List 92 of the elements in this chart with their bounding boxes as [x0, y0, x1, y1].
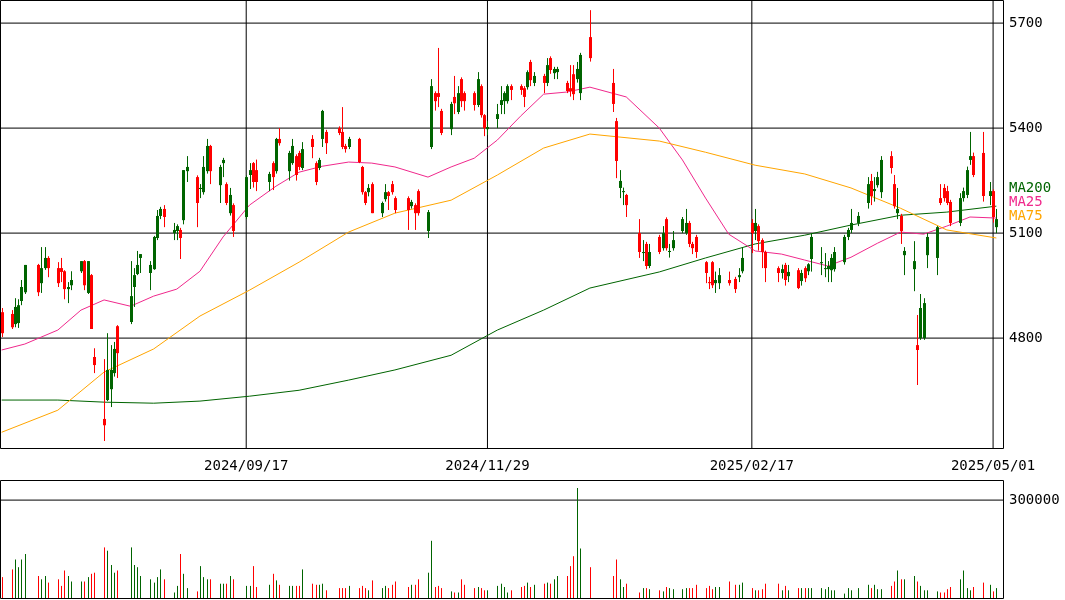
candlestick	[695, 234, 698, 259]
candlestick	[893, 174, 896, 210]
candlestick	[870, 173, 873, 206]
text: 300000	[1009, 491, 1060, 508]
candlestick	[810, 232, 813, 273]
candlestick	[252, 161, 255, 189]
candlestick	[40, 246, 43, 294]
candlestick	[529, 59, 532, 87]
candlestick	[714, 271, 717, 294]
line-series	[1, 133, 997, 433]
candlestick	[625, 193, 628, 218]
candlestick	[11, 309, 14, 330]
candlestick	[820, 246, 823, 276]
candlestick	[255, 159, 258, 192]
candlestick	[757, 223, 760, 252]
candlestick	[867, 176, 870, 210]
candlestick	[705, 260, 708, 284]
candlestick	[969, 131, 972, 166]
x-tick-label: 2025/02/17	[709, 457, 794, 473]
series-label: MA75	[1009, 207, 1043, 223]
line-series	[1, 86, 997, 351]
candlestick	[939, 183, 942, 206]
candlestick	[93, 347, 96, 374]
candlestick	[249, 162, 252, 190]
candlestick	[612, 68, 615, 113]
candlestick	[437, 47, 440, 108]
candlestick	[751, 218, 754, 254]
candlestick	[496, 103, 499, 129]
candlestick	[668, 243, 671, 259]
series-label: MA25	[1009, 193, 1043, 209]
candlestick	[503, 90, 506, 115]
y-tick-label: 4800	[1009, 329, 1043, 346]
candlestick	[427, 209, 430, 239]
candlestick	[824, 252, 827, 278]
candlestick	[890, 150, 893, 175]
candlestick	[658, 234, 661, 255]
y-tick-label: 5400	[1009, 119, 1043, 136]
candlestick	[903, 246, 906, 276]
candlestick	[638, 218, 641, 259]
candlestick	[685, 208, 688, 236]
x-tick-label: 2025/05/01	[950, 457, 1036, 473]
candlestick	[526, 69, 529, 91]
candlestick	[662, 225, 665, 252]
candlestick	[500, 85, 503, 115]
candlestick	[754, 208, 757, 241]
candlestick	[358, 137, 361, 164]
candlestick	[648, 243, 651, 269]
candlestick	[440, 108, 443, 136]
candlestick	[457, 85, 460, 115]
candlestick	[315, 160, 318, 186]
candlestick	[453, 75, 456, 115]
candlestick	[645, 241, 648, 270]
candlestick	[543, 73, 546, 94]
candlestick	[139, 253, 142, 274]
candlestick	[295, 153, 298, 182]
candlestick	[301, 141, 304, 171]
series-label: MA200	[1009, 179, 1052, 195]
candlestick	[325, 129, 328, 155]
candlestick	[672, 230, 675, 252]
y-tick-label: 5700	[1009, 14, 1043, 31]
candlestick	[718, 267, 721, 290]
candlestick	[268, 171, 271, 192]
candlestick	[995, 208, 998, 234]
candlestick	[225, 181, 228, 206]
candlestick	[572, 64, 575, 101]
candlestick	[272, 160, 275, 191]
candlestick	[589, 9, 592, 63]
x-tick-label: 2024/09/17	[204, 457, 289, 473]
x-tick-label: 2024/11/29	[445, 457, 530, 473]
candlestick	[460, 76, 463, 108]
candlestick	[900, 213, 903, 245]
candlestick	[179, 227, 182, 260]
candlestick	[163, 204, 166, 228]
candlestick	[473, 90, 476, 112]
candlestick	[311, 134, 314, 159]
candlestick	[57, 261, 60, 288]
candlestick	[711, 260, 714, 289]
candlestick	[619, 169, 622, 199]
candlestick	[103, 358, 106, 442]
candlestick	[926, 232, 929, 269]
candlestick	[1, 307, 4, 338]
candlestick	[873, 176, 876, 203]
candlestick	[229, 187, 232, 217]
candlestick	[47, 255, 50, 278]
candlestick	[44, 246, 47, 271]
candlestick	[387, 190, 390, 211]
candlestick	[913, 240, 916, 292]
candlestick	[14, 297, 17, 328]
y-tick-label: 5100	[1009, 224, 1043, 241]
candlestick	[972, 152, 975, 178]
candlestick	[642, 239, 645, 262]
candlestick	[916, 314, 919, 386]
